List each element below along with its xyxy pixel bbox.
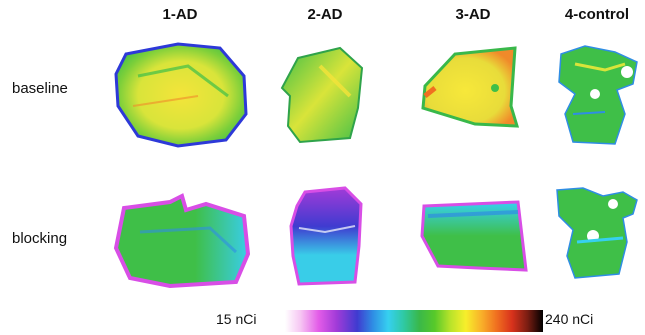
scale-min-label: 15 nCi [216,311,256,327]
tissue-image-2-ad-blocking [285,186,365,288]
row-label-blocking: blocking [12,230,67,247]
tissue-image-4-control-blocking [553,186,641,286]
column-header-2-ad: 2-AD [270,6,380,23]
column-header-3-ad: 3-AD [418,6,528,23]
tissue-image-3-ad-blocking [418,196,528,276]
tissue-image-2-ad-baseline [280,46,365,146]
column-header-4-control: 4-control [542,6,645,23]
column-header-1-ad: 1-AD [125,6,235,23]
row-label-baseline: baseline [12,80,68,97]
tissue-image-1-ad-baseline [108,36,253,151]
tissue-image-3-ad-baseline [415,46,525,131]
tissue-image-1-ad-blocking [110,192,255,292]
scale-max-label: 240 nCi [545,311,593,327]
tissue-image-4-control-baseline [555,44,640,149]
color-scale-bar [285,310,543,332]
